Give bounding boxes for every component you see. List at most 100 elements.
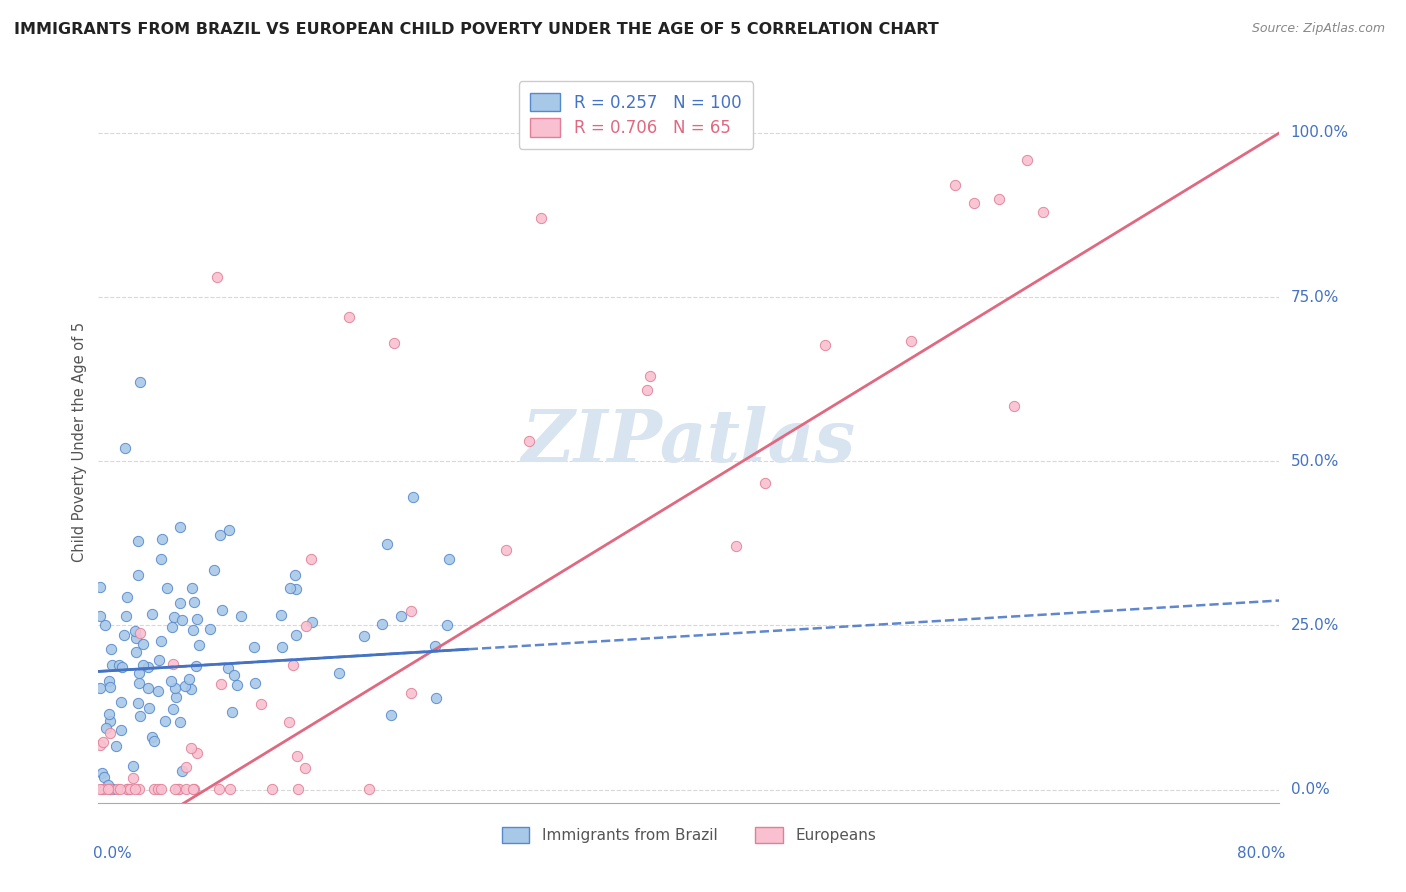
Point (128, 709, 150, 723)
Point (115, 782, 138, 797)
Point (162, 701, 184, 715)
Point (98, 673, 121, 688)
Point (170, 613, 193, 627)
Point (149, 634, 172, 648)
Point (339, 310, 361, 324)
Point (208, 782, 231, 797)
Point (163, 782, 186, 797)
Text: Source: ZipAtlas.com: Source: ZipAtlas.com (1251, 22, 1385, 36)
Point (177, 672, 200, 686)
Point (166, 782, 188, 797)
Point (160, 673, 183, 688)
Point (436, 618, 458, 632)
Point (129, 626, 152, 640)
Point (97, 778, 120, 792)
Legend: Immigrants from Brazil, Europeans: Immigrants from Brazil, Europeans (496, 822, 882, 849)
Point (1002, 399, 1025, 413)
Point (100, 641, 122, 656)
Point (142, 734, 165, 748)
Point (231, 609, 253, 624)
Text: 80.0%: 80.0% (1237, 847, 1285, 861)
Point (243, 640, 266, 655)
Point (121, 771, 143, 785)
Point (328, 666, 350, 681)
Point (128, 665, 150, 680)
Point (110, 723, 132, 738)
Point (1015, 153, 1038, 167)
Point (754, 476, 776, 491)
Point (138, 701, 160, 715)
Point (98, 680, 121, 694)
Point (375, 537, 398, 551)
Point (136, 660, 159, 674)
Point (100, 714, 122, 728)
Text: 75.0%: 75.0% (1291, 290, 1339, 304)
Point (127, 533, 149, 548)
Point (280, 581, 302, 595)
Point (221, 705, 243, 719)
Point (423, 640, 446, 654)
Point (153, 714, 176, 728)
Point (105, 782, 128, 797)
Point (101, 657, 124, 672)
Point (222, 668, 245, 682)
Point (183, 623, 205, 637)
Point (114, 441, 136, 455)
Point (97, 782, 120, 797)
Point (89, 608, 111, 623)
Point (128, 376, 150, 390)
Point (94, 618, 117, 632)
Point (301, 615, 323, 630)
Point (162, 657, 184, 671)
Point (219, 782, 242, 797)
Point (277, 714, 299, 729)
Point (89, 681, 111, 696)
Point (198, 622, 221, 636)
Point (186, 658, 208, 673)
Point (89, 782, 111, 797)
Point (284, 582, 307, 596)
Point (127, 568, 149, 582)
Point (284, 568, 307, 582)
Point (98, 782, 121, 797)
Point (183, 595, 205, 609)
Point (814, 338, 837, 352)
Point (162, 620, 184, 634)
Point (121, 759, 143, 773)
Point (93, 770, 115, 784)
Point (101, 782, 124, 797)
Point (285, 749, 308, 764)
Point (357, 782, 380, 797)
Point (180, 581, 202, 595)
Point (353, 629, 375, 643)
Point (150, 552, 173, 566)
Point (165, 681, 187, 695)
Point (382, 336, 405, 351)
Point (170, 764, 193, 779)
Point (169, 714, 191, 729)
Point (96, 721, 118, 735)
Point (93, 782, 115, 797)
Text: 0.0%: 0.0% (1291, 782, 1329, 797)
Point (963, 196, 986, 211)
Point (399, 686, 422, 700)
Point (115, 782, 138, 797)
Point (115, 609, 138, 624)
Point (156, 581, 179, 595)
Point (180, 681, 202, 696)
Point (988, 192, 1011, 206)
Point (108, 782, 131, 797)
Point (517, 434, 540, 448)
Point (146, 683, 169, 698)
Point (98, 782, 121, 797)
Y-axis label: Child Poverty Under the Age of 5: Child Poverty Under the Age of 5 (72, 321, 87, 562)
Point (124, 782, 146, 797)
Text: 50.0%: 50.0% (1291, 454, 1339, 468)
Point (169, 520, 191, 534)
Point (188, 639, 211, 653)
Point (636, 383, 658, 397)
Point (100, 725, 122, 739)
Point (208, 528, 231, 542)
Point (389, 608, 412, 623)
Point (117, 782, 139, 797)
